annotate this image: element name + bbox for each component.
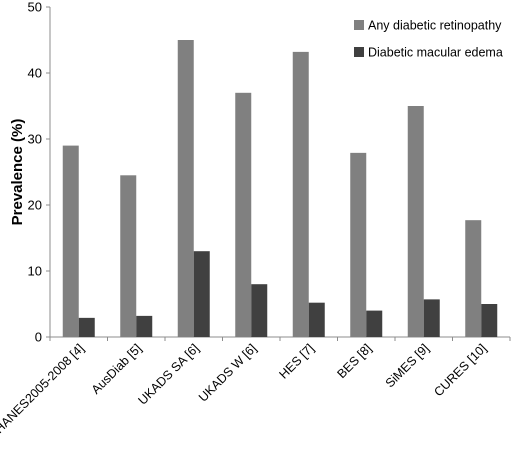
legend-label-any-diabetic-retinopathy: Any diabetic retinopathy [368, 19, 502, 33]
x-category-label: NHANES2005-2008 [4] [0, 341, 87, 442]
bar-any-diabetic-retinopathy [120, 175, 137, 337]
x-category-label: SiMES [9] [383, 341, 432, 390]
bars [62, 40, 498, 337]
x-category-label: UKADS W [6] [196, 341, 259, 404]
y-tick-label: 0 [35, 330, 42, 345]
legend: Any diabetic retinopathy Diabetic macula… [354, 19, 503, 60]
bar-diabetic-macular-edema [193, 251, 210, 337]
bar-any-diabetic-retinopathy [292, 51, 309, 337]
bar-diabetic-macular-edema [251, 284, 268, 337]
y-tick-label: 10 [28, 264, 42, 279]
x-category-label: UKADS SA [6] [135, 341, 201, 407]
y-tick-label: 40 [28, 66, 42, 81]
y-tick-label: 20 [28, 198, 42, 213]
y-tick-label: 30 [28, 132, 42, 147]
bar-diabetic-macular-edema [308, 302, 325, 337]
bar-diabetic-macular-edema [423, 299, 440, 337]
bar-diabetic-macular-edema [78, 317, 95, 337]
y-axis-title: Prevalence (%) [9, 119, 26, 226]
x-category-label: BES [8] [334, 341, 374, 381]
bar-any-diabetic-retinopathy [177, 40, 194, 337]
bar-any-diabetic-retinopathy [350, 152, 367, 337]
x-category-label: AusDiab [5] [89, 341, 145, 397]
bar-diabetic-macular-edema [366, 310, 383, 337]
legend-label-diabetic-macular-edema: Diabetic macular edema [368, 46, 503, 60]
x-category-label: HES [7] [277, 341, 317, 381]
bar-diabetic-macular-edema [136, 315, 153, 337]
legend-swatch-diabetic-macular-edema [354, 47, 364, 57]
bar-any-diabetic-retinopathy [62, 145, 79, 337]
x-category-label: CURES [10] [431, 341, 489, 399]
bar-any-diabetic-retinopathy [465, 220, 482, 337]
bar-any-diabetic-retinopathy [235, 92, 252, 337]
y-tick-label: 50 [28, 0, 42, 15]
bar-diabetic-macular-edema [481, 304, 498, 337]
bar-any-diabetic-retinopathy [407, 106, 424, 337]
legend-swatch-any-diabetic-retinopathy [354, 20, 364, 30]
